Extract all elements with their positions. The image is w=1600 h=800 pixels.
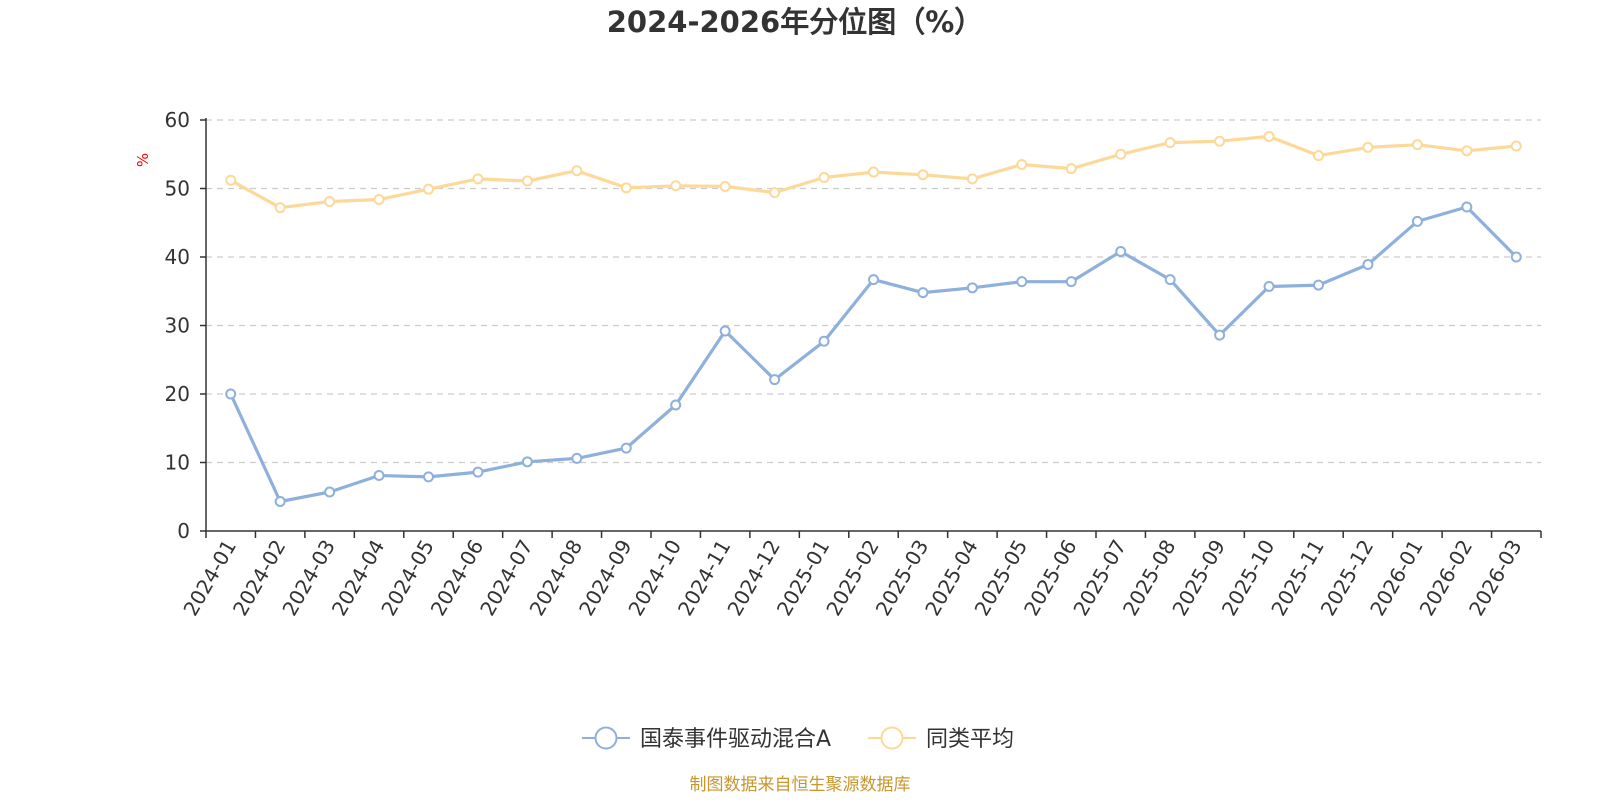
- data-point[interactable]: [373, 193, 385, 205]
- data-point[interactable]: [1461, 145, 1473, 157]
- data-point[interactable]: [1362, 259, 1374, 271]
- data-point[interactable]: [521, 175, 533, 187]
- y-tick-label: 50: [165, 177, 190, 201]
- y-tick-label: 30: [165, 314, 190, 338]
- data-point[interactable]: [769, 187, 781, 199]
- data-point[interactable]: [868, 166, 879, 178]
- data-point[interactable]: [1065, 163, 1077, 175]
- grid: [206, 119, 1541, 464]
- data-point[interactable]: [1016, 276, 1028, 288]
- data-point[interactable]: [571, 165, 583, 177]
- data-point[interactable]: [1065, 276, 1077, 288]
- data-point[interactable]: [1115, 148, 1127, 160]
- series-line: [229, 205, 1518, 504]
- data-point[interactable]: [1263, 130, 1275, 142]
- legend-label: 国泰事件驱动混合A: [640, 727, 831, 752]
- data-point[interactable]: [274, 202, 286, 214]
- data-point[interactable]: [868, 274, 879, 286]
- data-point[interactable]: [620, 182, 632, 194]
- y-tick-label: 0: [177, 519, 190, 543]
- data-point[interactable]: [670, 180, 682, 192]
- data-point[interactable]: [1411, 215, 1423, 227]
- data-point[interactable]: [966, 173, 978, 185]
- data-point[interactable]: [917, 169, 929, 181]
- y-tick-label: 10: [165, 451, 190, 475]
- data-point[interactable]: [719, 325, 731, 337]
- data-point[interactable]: [472, 466, 484, 478]
- y-tick-label: 20: [165, 382, 190, 406]
- legend-item-1[interactable]: 国泰事件驱动混合A: [582, 726, 831, 752]
- legend-item-2[interactable]: 同类平均: [868, 726, 1014, 752]
- data-point[interactable]: [818, 335, 830, 347]
- data-point[interactable]: [274, 496, 286, 508]
- data-point[interactable]: [324, 486, 336, 498]
- data-point[interactable]: [1214, 329, 1226, 341]
- data-point[interactable]: [1411, 139, 1423, 151]
- data-point[interactable]: [1214, 135, 1226, 147]
- data-point[interactable]: [1313, 150, 1324, 162]
- series-layer: [225, 130, 1522, 508]
- data-point[interactable]: [324, 196, 336, 208]
- data-point[interactable]: [225, 388, 237, 400]
- chart-title: 2024-2026年分位图（%）: [607, 5, 984, 39]
- legend: 国泰事件驱动混合A 同类平均: [582, 726, 1014, 752]
- data-point[interactable]: [670, 399, 682, 411]
- series-1: [225, 201, 1522, 508]
- legend-marker: [594, 726, 618, 750]
- data-point[interactable]: [620, 442, 632, 454]
- data-point[interactable]: [1461, 201, 1473, 213]
- data-point[interactable]: [373, 470, 385, 482]
- data-point[interactable]: [571, 452, 583, 464]
- y-tick-label: 60: [165, 108, 190, 132]
- data-point[interactable]: [1362, 141, 1374, 153]
- legend-marker: [880, 726, 904, 750]
- legend-label: 同类平均: [926, 727, 1014, 752]
- data-point[interactable]: [1164, 274, 1176, 286]
- data-point[interactable]: [1510, 140, 1522, 152]
- data-point[interactable]: [966, 282, 978, 294]
- data-point[interactable]: [225, 174, 237, 186]
- y-axis-unit: %: [134, 153, 152, 167]
- y-tick-label: 40: [165, 245, 190, 269]
- data-point[interactable]: [719, 180, 731, 192]
- data-point[interactable]: [472, 173, 484, 185]
- data-point[interactable]: [917, 287, 929, 299]
- data-point[interactable]: [521, 456, 533, 468]
- data-point[interactable]: [818, 172, 830, 184]
- source-note: 制图数据来自恒生聚源数据库: [690, 775, 911, 795]
- data-point[interactable]: [1164, 137, 1176, 149]
- series-2: [225, 130, 1522, 214]
- axes: 01020304050602024-012024-022024-032024-0…: [165, 108, 1542, 620]
- data-point[interactable]: [1263, 280, 1275, 292]
- data-point[interactable]: [423, 471, 434, 483]
- data-point[interactable]: [1313, 279, 1324, 291]
- data-point[interactable]: [769, 374, 781, 386]
- data-point[interactable]: [423, 183, 434, 195]
- data-point[interactable]: [1016, 159, 1028, 171]
- data-point[interactable]: [1115, 246, 1127, 258]
- data-point[interactable]: [1510, 251, 1522, 263]
